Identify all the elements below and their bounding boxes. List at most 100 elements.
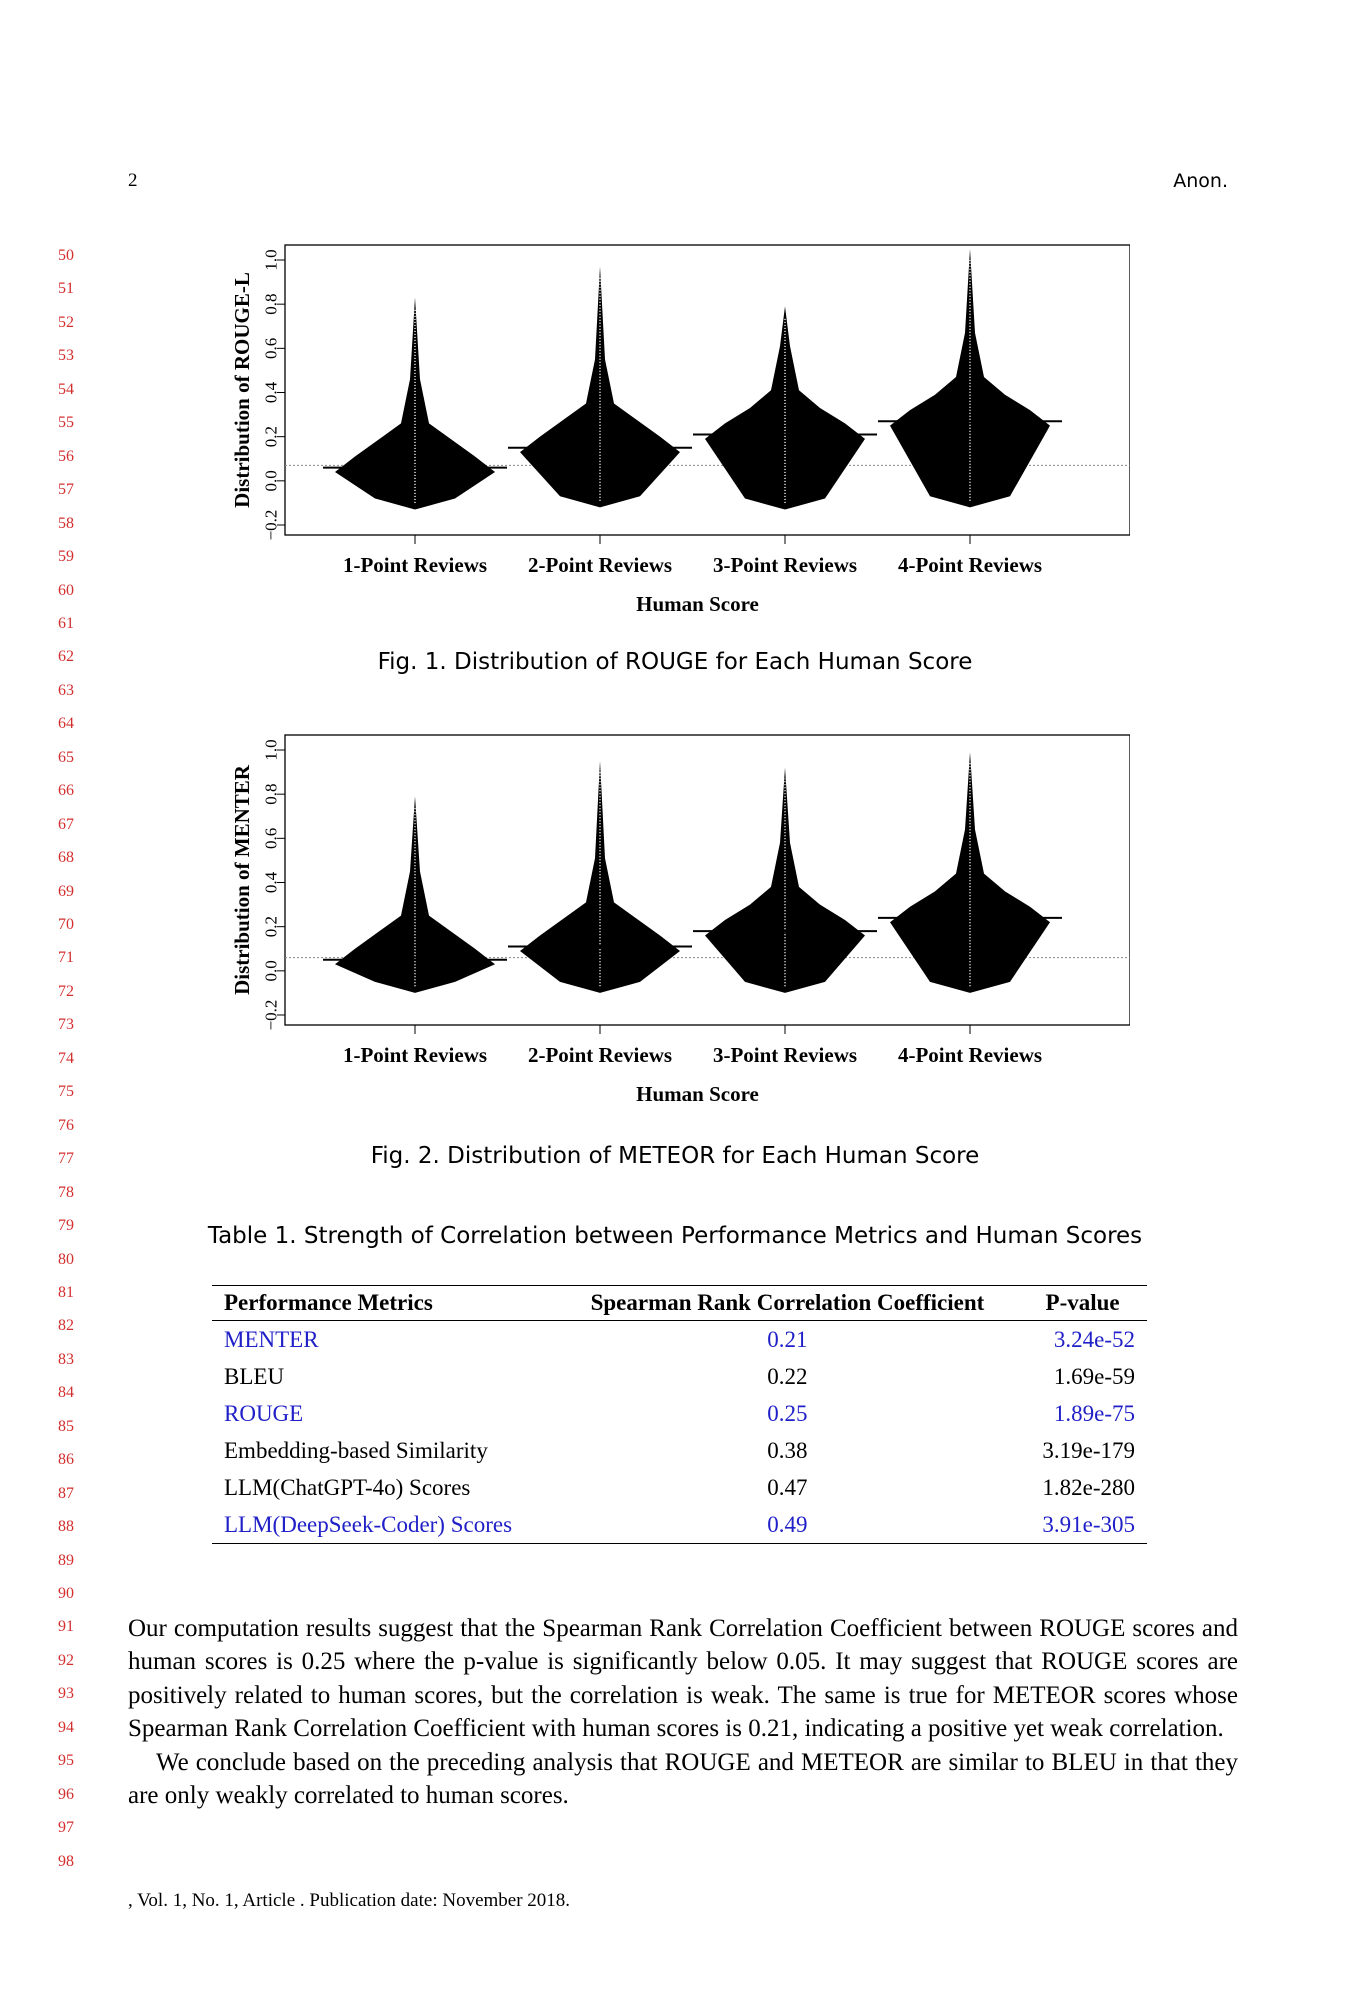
line-number: 57 [58, 481, 74, 499]
x-axis-label: Human Score [636, 1082, 759, 1106]
line-number: 54 [58, 380, 74, 398]
line-number: 60 [58, 581, 74, 599]
line-number: 81 [58, 1283, 74, 1301]
line-number: 61 [58, 614, 74, 632]
correlation-table: Performance Metrics Spearman Rank Correl… [212, 1285, 1147, 1544]
y-tick-label: 0.2 [262, 426, 281, 447]
violin-shape [890, 752, 1050, 993]
y-tick-label: 0.0 [262, 470, 281, 491]
table-row: ROUGE 0.25 1.89e-75 [212, 1395, 1147, 1432]
line-number: 66 [58, 782, 74, 800]
line-number: 71 [58, 949, 74, 967]
table-cell-p: 1.82e-280 [1042, 1474, 1135, 1500]
rouge-violin-chart: −0.2 0.0 0.2 0.4 0.6 0.8 1.0 Distribution of RO… [230, 244, 1131, 616]
line-number: 76 [58, 1116, 74, 1134]
line-number: 94 [58, 1718, 74, 1736]
line-number: 93 [58, 1685, 74, 1703]
y-axis-label: Distribution of MENTER [230, 764, 254, 995]
line-number: 58 [58, 514, 74, 532]
line-number: 73 [58, 1016, 74, 1034]
paragraph-1: Our computation results suggest that the… [128, 1615, 1238, 1743]
line-number: 85 [58, 1417, 74, 1435]
table-cell-metric: LLM(DeepSeek-Coder) Scores [212, 1506, 557, 1544]
line-number: 88 [58, 1518, 74, 1536]
y-tick-label: 0.0 [262, 960, 281, 981]
meteor-violin-chart: −0.2 0.0 0.2 0.4 0.6 0.8 1.0 Distribution of ME… [230, 734, 1131, 1106]
violin-shape [335, 796, 495, 993]
table-header-row: Performance Metrics Spearman Rank Correl… [212, 1285, 1147, 1321]
table-row: MENTER 0.21 3.24e-52 [212, 1321, 1147, 1359]
line-number: 83 [58, 1350, 74, 1368]
line-number: 82 [58, 1317, 74, 1335]
table-cell-p: 1.89e-75 [1053, 1400, 1135, 1426]
line-number: 91 [58, 1618, 74, 1636]
line-number: 77 [58, 1150, 74, 1168]
violin-shape [705, 306, 865, 510]
line-number: 98 [58, 1852, 74, 1870]
line-number: 79 [58, 1217, 74, 1235]
line-number: 59 [58, 548, 74, 566]
y-tick-label: −0.2 [262, 1000, 281, 1031]
x-tick-label: 2-Point Reviews [528, 553, 672, 577]
table-row: LLM(DeepSeek-Coder) Scores 0.49 3.91e-305 [212, 1506, 1147, 1544]
table-caption: Table 1. Strength of Correlation between… [207, 1223, 1143, 1249]
line-number: 50 [58, 247, 74, 264]
y-tick-label: 0.6 [262, 338, 281, 359]
line-number: 56 [58, 447, 74, 465]
y-tick-label: 1.0 [262, 249, 281, 270]
figure-1-caption: Fig. 1. Distribution of ROUGE for Each H… [377, 649, 973, 675]
y-tick-label: 0.6 [262, 828, 281, 849]
line-number: 65 [58, 748, 74, 766]
violin-shape [705, 767, 865, 993]
table-cell-metric: LLM(ChatGPT-4o) Scores [224, 1474, 471, 1500]
line-number: 68 [58, 849, 74, 867]
x-tick-label: 1-Point Reviews [343, 553, 487, 577]
line-number: 92 [58, 1651, 74, 1669]
figure-2-caption: Fig. 2. Distribution of METEOR for Each … [370, 1143, 980, 1169]
table-row: Embedding-based Similarity 0.38 3.19e-179 [212, 1432, 1147, 1469]
line-number: 74 [58, 1049, 74, 1067]
line-number: 89 [58, 1551, 74, 1569]
table-row: LLM(ChatGPT-4o) Scores 0.47 1.82e-280 [212, 1469, 1147, 1506]
line-number: 87 [58, 1484, 74, 1502]
y-tick-label: 0.4 [262, 871, 281, 893]
table-cell-coef: 0.22 [767, 1363, 808, 1389]
page-number: 2 [128, 170, 138, 191]
x-tick-label: 4-Point Reviews [898, 553, 1042, 577]
line-number: 55 [58, 414, 74, 432]
table-cell-metric: MENTER [224, 1326, 319, 1352]
line-number: 90 [58, 1585, 74, 1602]
line-number: 78 [58, 1183, 74, 1201]
violin-shape [520, 761, 680, 993]
table-row: BLEU 0.22 1.69e-59 [212, 1358, 1147, 1395]
x-tick-label: 2-Point Reviews [528, 1043, 672, 1067]
table-cell-metric: Embedding-based Similarity [224, 1437, 488, 1463]
line-number: 63 [58, 681, 74, 699]
y-tick-label: 0.8 [262, 784, 281, 805]
line-number: 97 [58, 1819, 74, 1837]
table-cell-metric: BLEU [224, 1363, 285, 1389]
line-number: 52 [58, 313, 74, 331]
line-number: 95 [58, 1752, 74, 1770]
table-cell-coef: 0.47 [767, 1474, 808, 1500]
column-header-coefficient: Spearman Rank Correlation Coefficient [556, 1285, 1019, 1321]
table-cell-coef: 0.49 [556, 1506, 1019, 1544]
y-tick-label: 0.4 [262, 381, 281, 403]
x-tick-label: 4-Point Reviews [898, 1043, 1042, 1067]
line-number: 96 [58, 1785, 74, 1803]
line-number: 72 [58, 982, 74, 1000]
line-number: 64 [58, 715, 74, 733]
body-text: Our computation results suggest that the… [128, 1612, 1238, 1812]
line-number: 51 [58, 280, 74, 298]
line-number: 53 [58, 347, 74, 365]
line-number: 75 [58, 1083, 74, 1101]
line-number: 84 [58, 1384, 74, 1402]
table-cell-p: 3.19e-179 [1042, 1437, 1135, 1463]
x-axis-label: Human Score [636, 592, 759, 616]
column-header-pvalue: P-value [1018, 1285, 1147, 1321]
column-header-metric: Performance Metrics [212, 1285, 557, 1321]
line-number: 70 [58, 916, 74, 933]
line-number: 62 [58, 648, 74, 666]
violin-shape [520, 266, 680, 508]
paragraph-2: We conclude based on the preceding analy… [128, 1748, 1238, 1810]
